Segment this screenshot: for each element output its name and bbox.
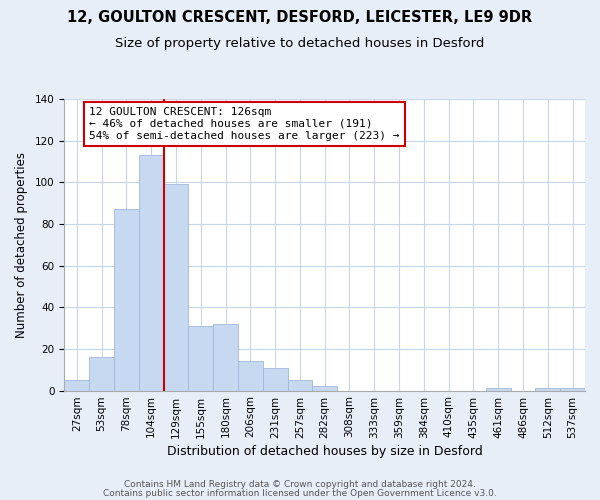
Bar [188,326,213,390]
Text: Contains public sector information licensed under the Open Government Licence v3: Contains public sector information licen… [103,488,497,498]
X-axis label: Distribution of detached houses by size in Desford: Distribution of detached houses by size … [167,444,482,458]
Text: Contains HM Land Registry data © Crown copyright and database right 2024.: Contains HM Land Registry data © Crown c… [124,480,476,489]
Y-axis label: Number of detached properties: Number of detached properties [15,152,28,338]
Bar [263,368,287,390]
Bar [238,362,263,390]
Bar [139,155,164,390]
Bar [313,386,337,390]
Bar [213,324,238,390]
Bar [535,388,560,390]
Bar [287,380,313,390]
Bar [114,210,139,390]
Bar [486,388,511,390]
Text: 12, GOULTON CRESCENT, DESFORD, LEICESTER, LE9 9DR: 12, GOULTON CRESCENT, DESFORD, LEICESTER… [67,10,533,25]
Bar [64,380,89,390]
Bar [560,388,585,390]
Text: 12 GOULTON CRESCENT: 126sqm
← 46% of detached houses are smaller (191)
54% of se: 12 GOULTON CRESCENT: 126sqm ← 46% of det… [89,108,400,140]
Bar [89,357,114,390]
Text: Size of property relative to detached houses in Desford: Size of property relative to detached ho… [115,38,485,51]
Bar [164,184,188,390]
